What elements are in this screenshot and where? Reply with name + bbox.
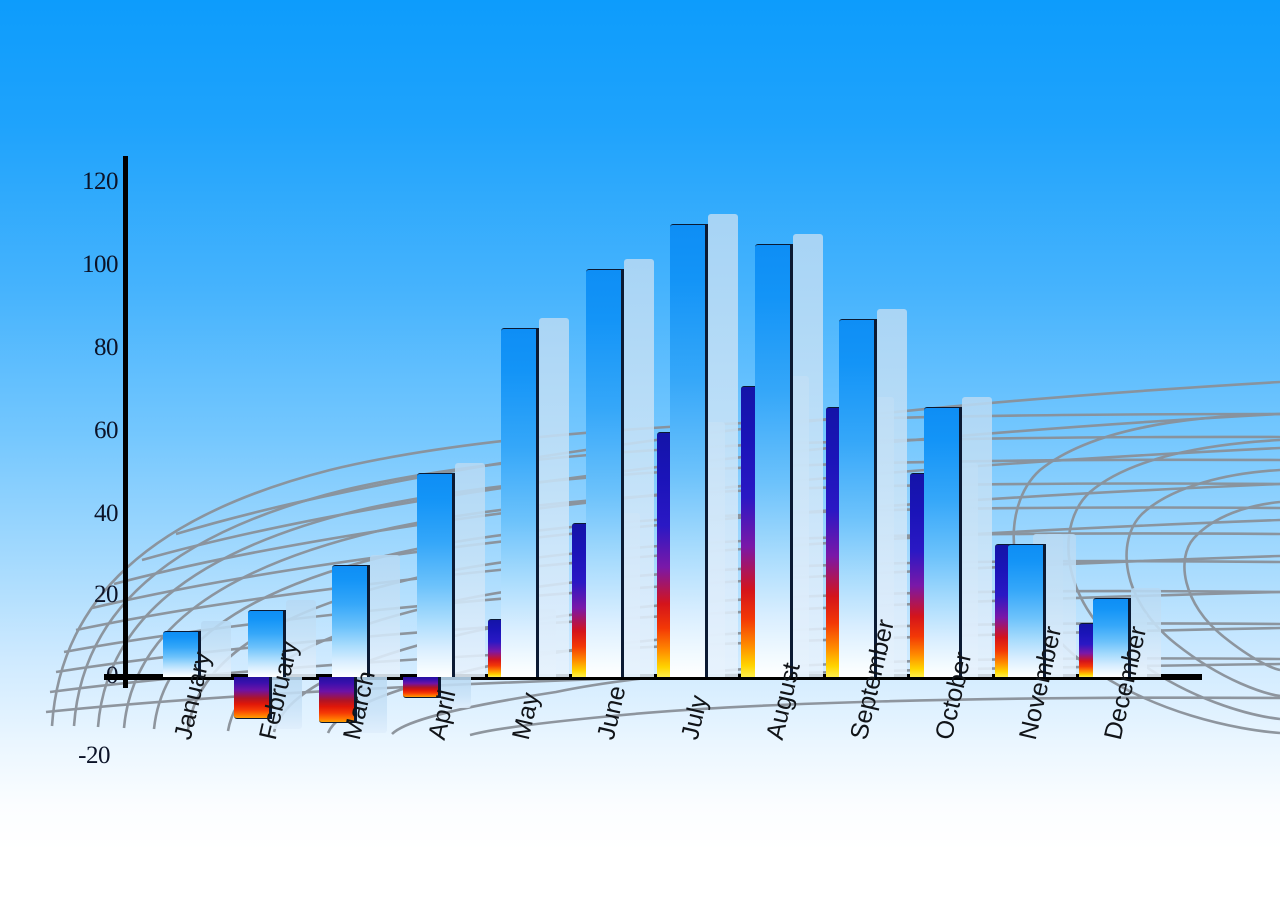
bar-depth-block <box>623 259 654 677</box>
bar-series1[interactable] <box>501 327 539 677</box>
bar-depth-block <box>285 600 316 677</box>
bar-depth-block <box>441 677 471 708</box>
bar-series1[interactable] <box>585 269 624 677</box>
x-axis-label-june: June <box>591 683 631 743</box>
bar-series1[interactable] <box>1008 543 1046 677</box>
y-axis-line <box>123 156 128 688</box>
y-tick-label-100: 100 <box>82 251 119 278</box>
bar-series1[interactable] <box>163 631 201 677</box>
bar-depth-block <box>539 317 569 677</box>
bar-series2[interactable] <box>318 677 357 723</box>
x-axis-label-july: July <box>676 692 714 743</box>
bar-series2[interactable] <box>234 677 272 719</box>
bar-series1[interactable] <box>416 473 455 677</box>
bar-series1[interactable] <box>923 406 962 677</box>
y-tick-label-60: 60 <box>94 417 119 444</box>
y-tick-label-neg20: -20 <box>78 742 110 769</box>
bar-depth-block <box>877 309 907 677</box>
bar-series1[interactable] <box>754 244 793 677</box>
x-axis-baseline <box>104 674 1202 680</box>
bar-depth-block <box>356 677 387 733</box>
bar-series2[interactable] <box>403 677 441 698</box>
bar-depth-block <box>454 463 485 677</box>
bar-depth-block <box>1046 533 1076 677</box>
bar-depth-block <box>272 677 302 729</box>
bar-depth-block <box>1130 587 1161 677</box>
bar-depth-block <box>792 234 823 677</box>
bar-series1[interactable] <box>332 564 370 677</box>
y-tick-label-80: 80 <box>94 334 119 361</box>
y-tick-label-120: 120 <box>82 168 119 195</box>
bar-depth-block <box>961 396 992 677</box>
bar-depth-block <box>708 213 738 677</box>
y-tick-label-40: 40 <box>94 500 119 527</box>
bar-series1[interactable] <box>1092 597 1131 677</box>
bar-series1[interactable] <box>247 610 286 677</box>
y-tick-label-20: 20 <box>94 581 119 608</box>
x-axis-label-may: May <box>507 689 545 743</box>
bar-depth-block <box>370 554 400 677</box>
bar-depth-block <box>201 621 231 677</box>
bar-series1[interactable] <box>839 319 877 677</box>
bar-series1[interactable] <box>670 223 708 677</box>
